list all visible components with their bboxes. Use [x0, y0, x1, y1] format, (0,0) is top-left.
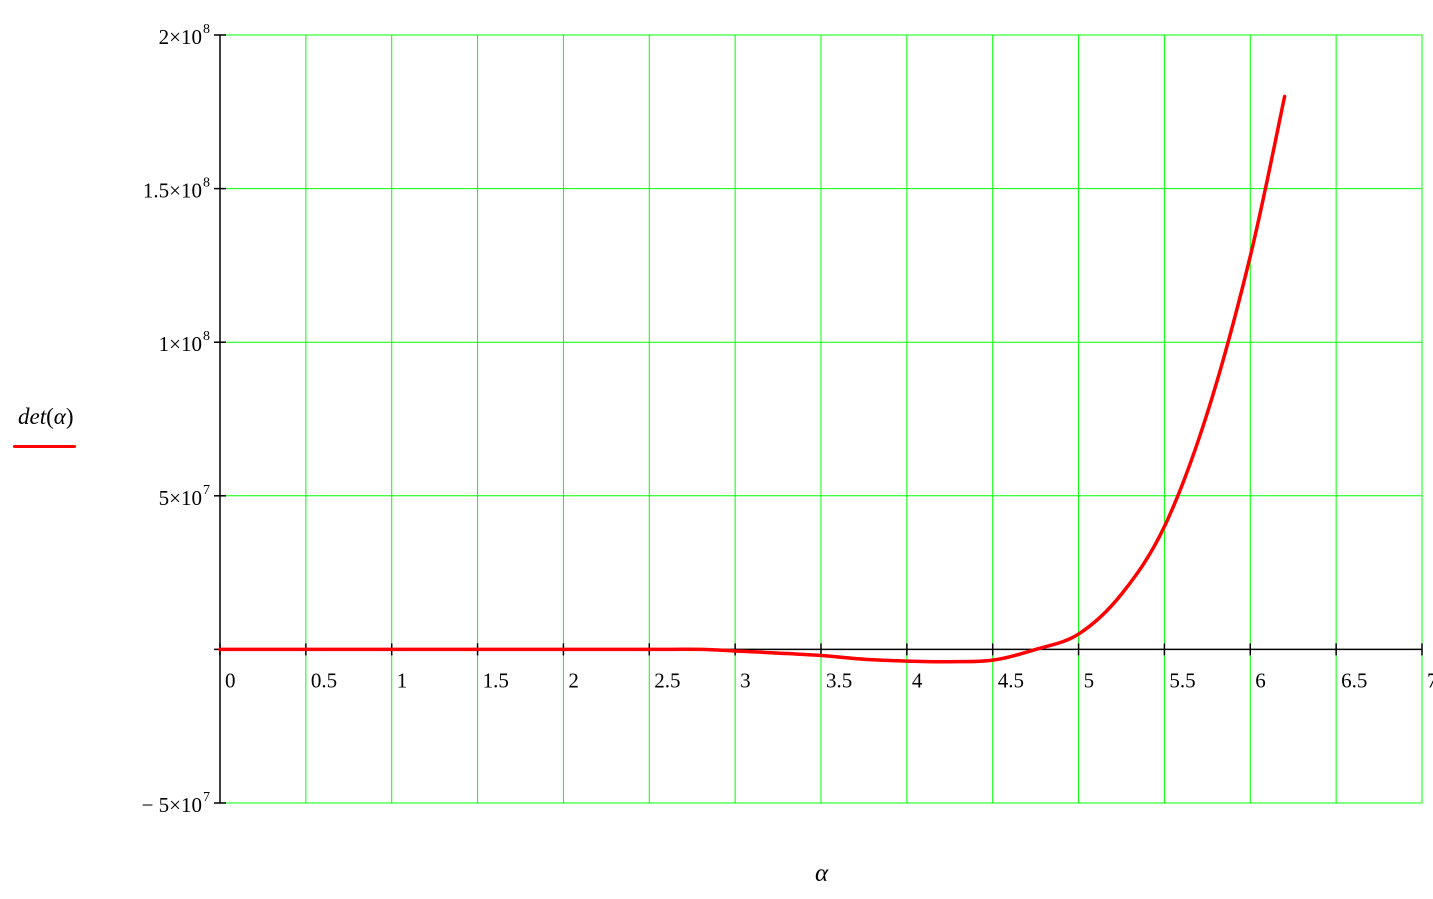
x-tick-label: 3: [740, 668, 751, 692]
y-axis-label-close-paren: ): [65, 404, 74, 429]
y-tick-label-exponent: 8: [203, 176, 210, 191]
series-line: [218, 94, 1287, 664]
y-axis-label-arg: α: [53, 404, 66, 429]
x-tick-label: 2.5: [654, 668, 680, 692]
x-tick-label: 3.5: [826, 668, 852, 692]
x-tick-label: 2: [568, 668, 579, 692]
y-tick-label-exponent: 8: [203, 329, 210, 344]
x-tick-label: 5.5: [1169, 668, 1195, 692]
x-tick-label: 1: [397, 668, 408, 692]
y-tick-label: 1×10: [159, 332, 202, 356]
legend-series-swatch: [13, 445, 76, 448]
x-tick-label: 4.5: [998, 668, 1024, 692]
y-axis-label-open-paren: (: [46, 404, 54, 429]
x-tick-label: 6: [1255, 668, 1266, 692]
x-tick-label: 4: [912, 668, 923, 692]
chart-grid: [219, 34, 1423, 804]
x-tick-label: 6.5: [1341, 668, 1367, 692]
x-tick-label: 1.5: [483, 668, 509, 692]
y-tick-label: 1.5×10: [143, 179, 202, 203]
x-tick-label: 7: [1427, 668, 1433, 692]
y-axis-ticks: 2×10 81.5×10 81×10 85×10 7− 5×10 7: [142, 22, 226, 817]
x-tick-label: 0: [225, 668, 236, 692]
y-tick-label-exponent: 7: [203, 790, 210, 805]
x-axis-label: α: [815, 860, 829, 887]
chart-axes: [214, 35, 1422, 803]
y-tick-label: 2×10: [159, 25, 202, 49]
y-tick-label-exponent: 7: [203, 483, 210, 498]
y-axis-label: det(α): [18, 404, 74, 430]
x-tick-label: 5: [1084, 668, 1095, 692]
y-tick-label: 5×10: [159, 486, 202, 510]
y-axis-label-func: det: [18, 404, 47, 429]
y-tick-label: − 5×10: [142, 793, 202, 817]
y-tick-label-exponent: 8: [203, 22, 210, 37]
x-tick-label: 0.5: [311, 668, 337, 692]
chart-series: [218, 94, 1287, 664]
